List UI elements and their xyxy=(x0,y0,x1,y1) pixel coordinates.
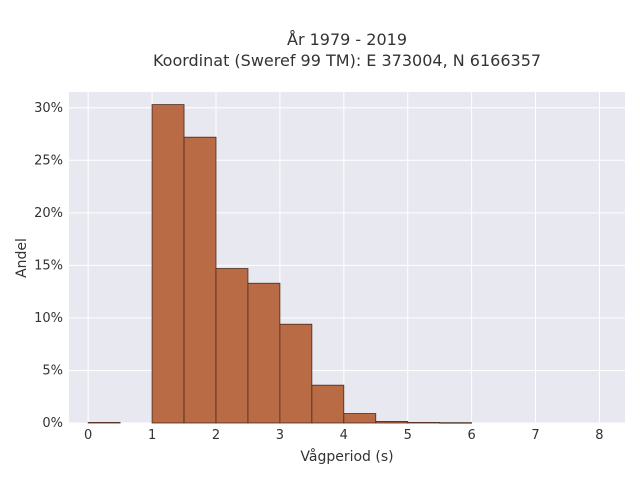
histogram-bar xyxy=(407,422,441,424)
x-tick-label: 8 xyxy=(595,428,603,443)
x-tick-label: 3 xyxy=(276,428,284,443)
x-axis-label: Vågperiod (s) xyxy=(300,448,393,465)
y-tick-label: 5% xyxy=(42,363,63,378)
y-axis-label: Andel xyxy=(14,238,30,278)
x-tick-label: 7 xyxy=(531,428,539,443)
chart-title-line1: År 1979 - 2019 xyxy=(287,30,407,49)
histogram-bar xyxy=(183,136,217,424)
histogram-bar xyxy=(247,282,281,424)
y-tick-label: 15% xyxy=(34,258,63,273)
histogram-bar xyxy=(215,268,249,424)
chart-title-line2: Koordinat (Sweref 99 TM): E 373004, N 61… xyxy=(153,51,541,70)
histogram-bar xyxy=(279,323,313,424)
histogram-bar xyxy=(343,413,377,424)
x-tick-label: 6 xyxy=(467,428,475,443)
histogram-bar xyxy=(311,384,345,424)
bars xyxy=(87,104,473,424)
histogram-bar xyxy=(375,421,409,424)
y-tick-labels: 0% 5% 10% 15% 20% 25% 30% xyxy=(34,101,63,431)
x-tick-label: 0 xyxy=(84,428,92,443)
y-tick-label: 0% xyxy=(42,416,63,431)
x-tick-label: 1 xyxy=(148,428,156,443)
x-tick-label: 4 xyxy=(340,428,348,443)
x-tick-label: 5 xyxy=(404,428,412,443)
y-tick-label: 10% xyxy=(34,311,63,326)
x-tick-labels: 0 1 2 3 4 5 6 7 8 xyxy=(84,428,604,443)
x-tick-label: 2 xyxy=(212,428,220,443)
histogram-bar xyxy=(439,422,473,424)
y-tick-label: 20% xyxy=(34,206,63,221)
y-tick-label: 30% xyxy=(34,101,63,116)
histogram-bar xyxy=(151,104,185,424)
histogram-bar xyxy=(87,422,121,424)
y-tick-label: 25% xyxy=(34,153,63,168)
